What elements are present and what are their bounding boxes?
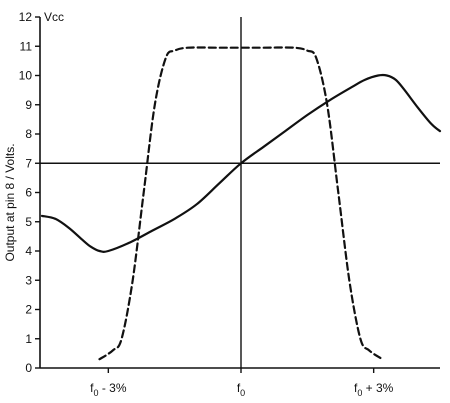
plot-lines bbox=[40, 46, 442, 361]
x-tick-label: f0 - 3% bbox=[90, 381, 127, 398]
y-tick-label: 3 bbox=[25, 273, 32, 287]
y-tick-label: 7 bbox=[25, 156, 32, 170]
y-tick-label: 0 bbox=[25, 361, 32, 375]
y-tick-label: 4 bbox=[25, 244, 32, 258]
y-tick-label: 11 bbox=[20, 39, 33, 53]
y-axis-title: Output at pin 8 / Volts. bbox=[3, 143, 17, 261]
y-tick-label: 1 bbox=[25, 332, 32, 346]
y-tick-label: 10 bbox=[19, 69, 33, 83]
y-top-label: Vcc bbox=[44, 10, 64, 24]
x-tick-label: f0 bbox=[237, 381, 245, 398]
y-tick-label: 9 bbox=[25, 98, 32, 112]
axes bbox=[35, 16, 440, 373]
solid-series-line bbox=[40, 73, 442, 253]
x-tick-label: f0 + 3% bbox=[354, 381, 394, 398]
y-tick-label: 2 bbox=[25, 303, 32, 317]
y-tick-label: 6 bbox=[25, 186, 32, 200]
y-tick-label: 12 bbox=[19, 10, 33, 24]
y-tick-label: 5 bbox=[25, 215, 32, 229]
y-tick-label: 8 bbox=[25, 127, 32, 141]
